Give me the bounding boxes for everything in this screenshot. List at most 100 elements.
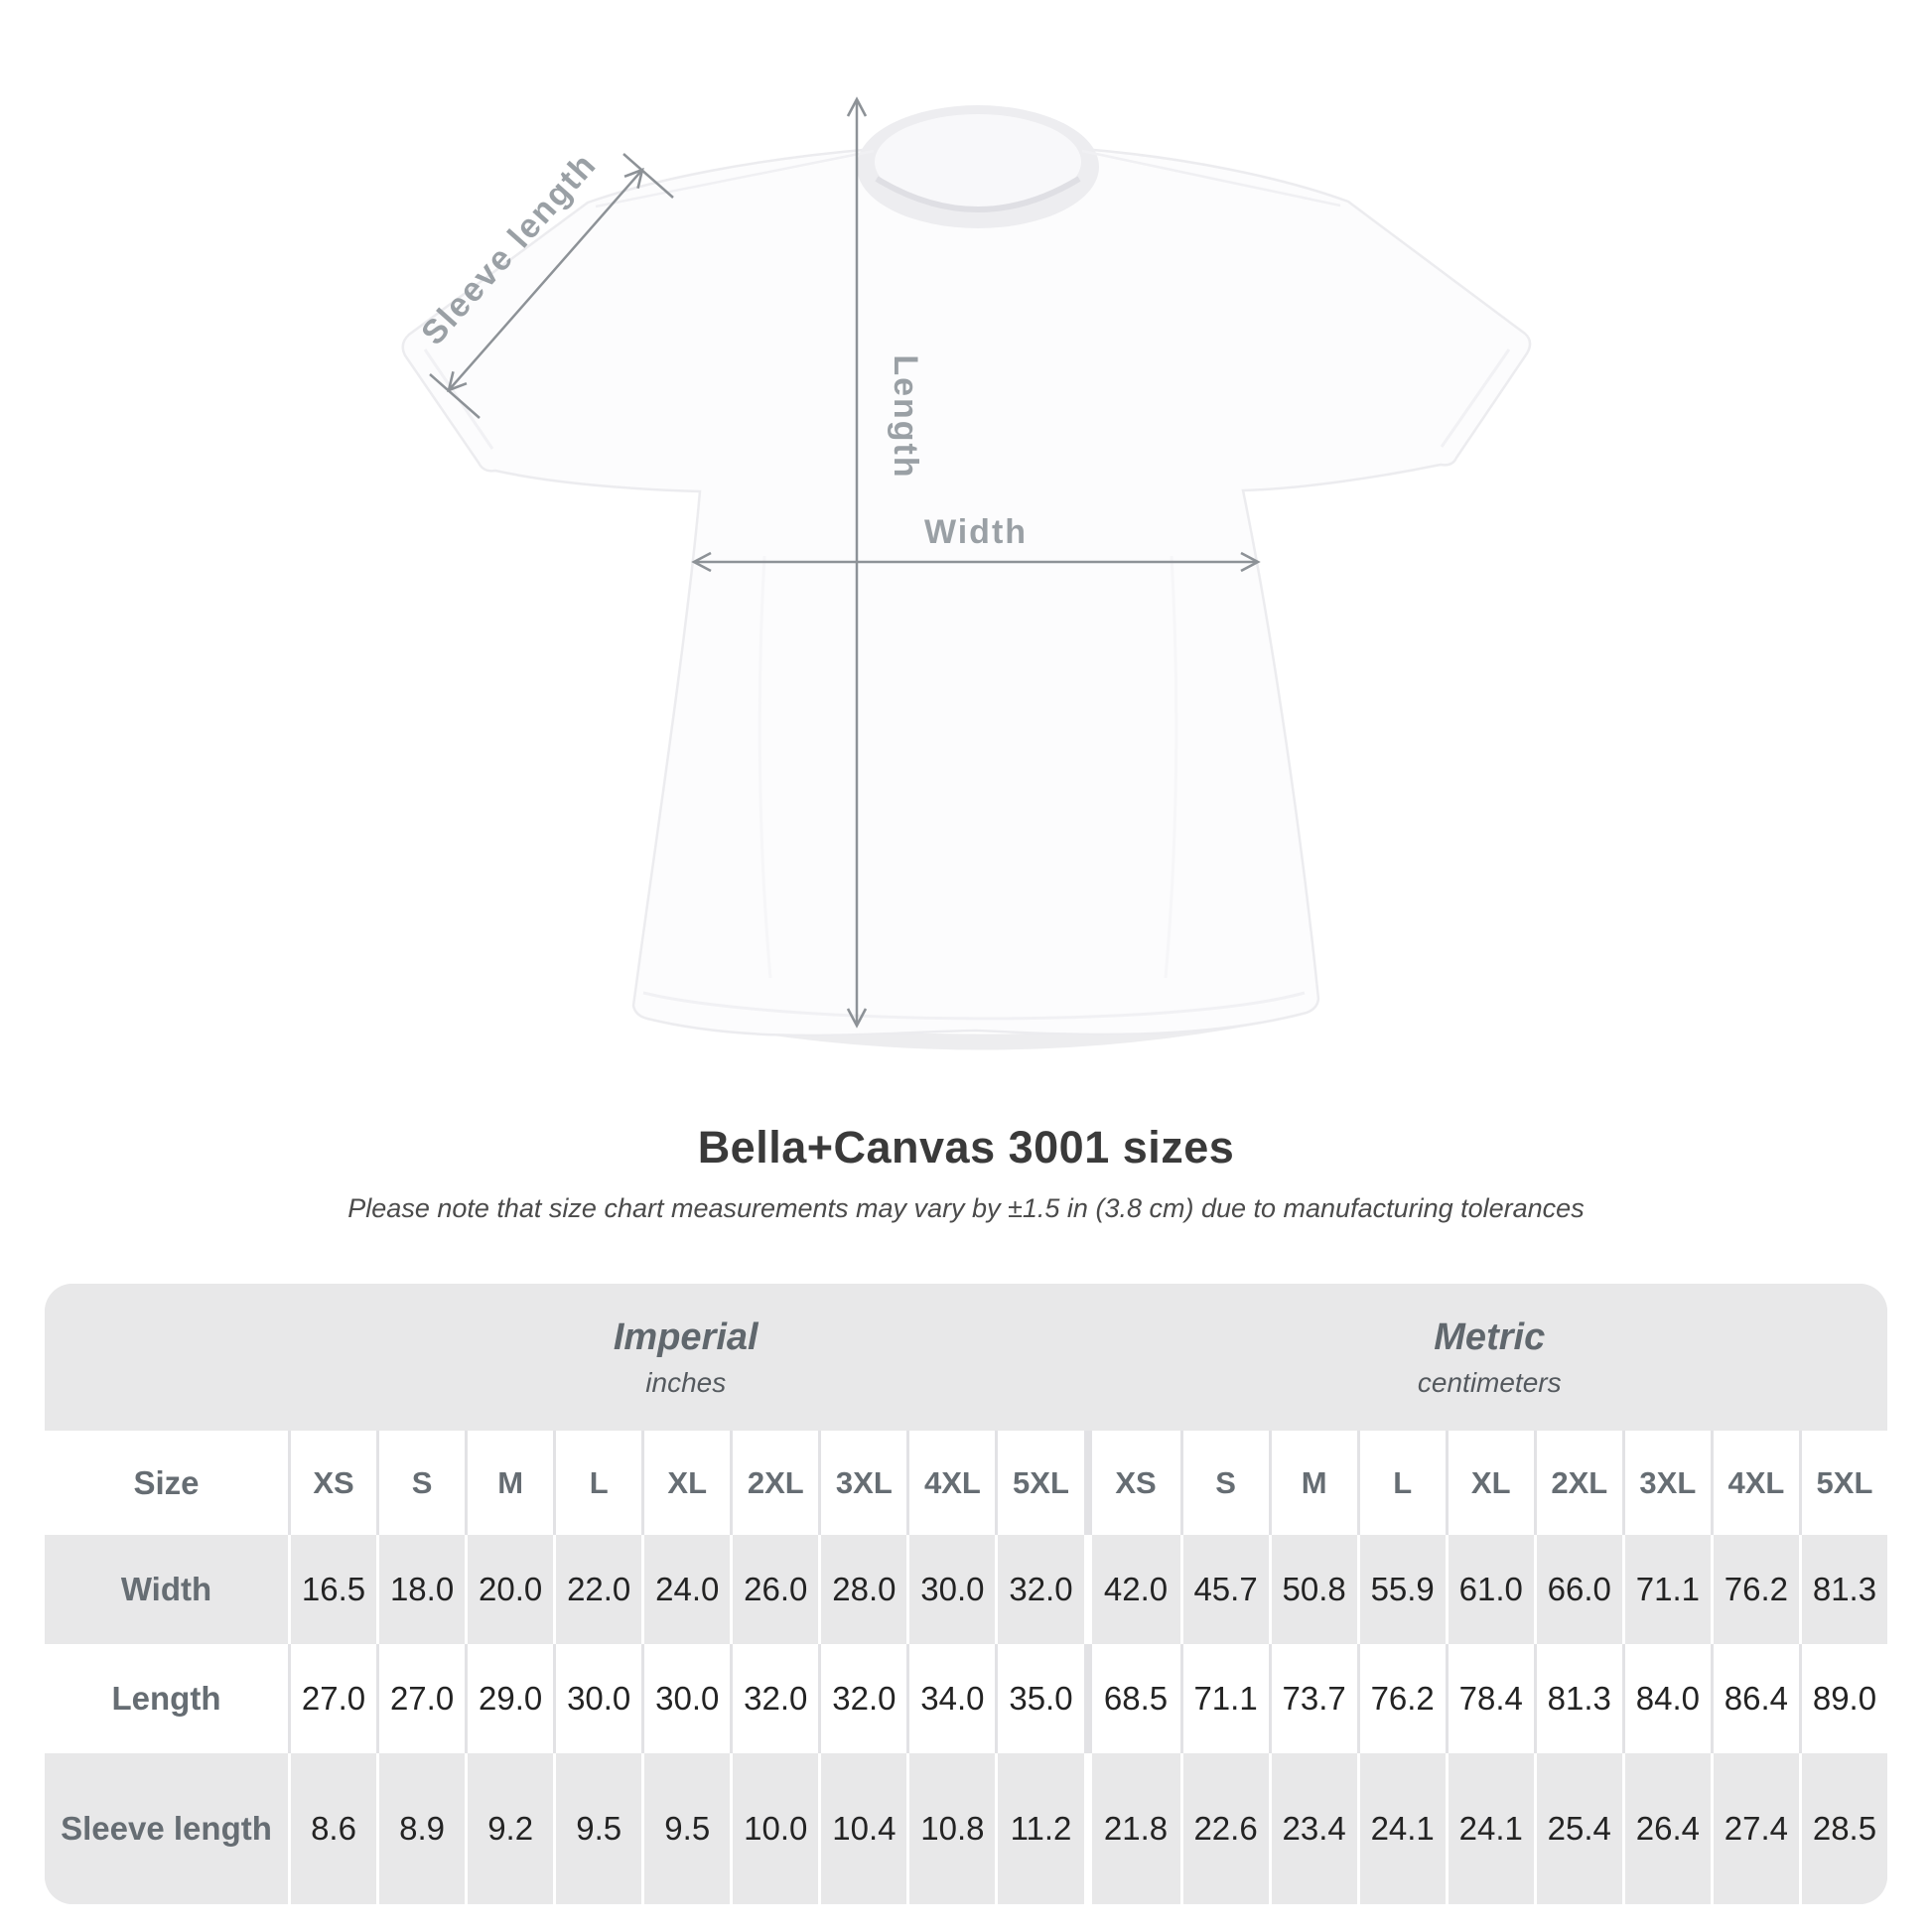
imperial-value: 10.0 <box>730 1753 818 1904</box>
imperial-group-name: Imperial <box>613 1315 759 1358</box>
imperial-value: 30.0 <box>906 1535 995 1644</box>
size-table: Imperial inches Metric centimeters Size X… <box>45 1284 1887 1904</box>
imperial-value: 20.0 <box>465 1535 553 1644</box>
metric-value: 84.0 <box>1621 1644 1711 1753</box>
imperial-value: 32.0 <box>995 1535 1083 1644</box>
imperial-group-header: Imperial inches <box>288 1284 1084 1431</box>
imperial-value: 9.5 <box>641 1753 730 1904</box>
imperial-value: 18.0 <box>376 1535 465 1644</box>
metric-value: 73.7 <box>1268 1644 1357 1753</box>
sleeve-length-tick-bottom <box>429 373 481 419</box>
row-label: Width <box>120 1571 212 1607</box>
metric-size-header-l: L <box>1356 1431 1446 1535</box>
tshirt-sleeve-seam-right <box>1440 348 1511 448</box>
metric-group-unit: centimeters <box>1417 1366 1562 1398</box>
imperial-value: 24.0 <box>641 1535 730 1644</box>
width-label: Width <box>924 513 1028 551</box>
imperial-group-unit: inches <box>645 1366 727 1398</box>
metric-value: 27.4 <box>1710 1753 1799 1904</box>
measurement-row-length: Length 27.0 27.0 29.0 30.0 30.0 32.0 32.0 34.0 35… <box>45 1644 1887 1753</box>
imperial-size-header-2xl: 2XL <box>730 1431 818 1535</box>
measurement-row-width: Width 16.5 18.0 20.0 22.0 24.0 26.0 28.0 30.0 32.… <box>45 1535 1887 1644</box>
metric-value: 81.3 <box>1798 1535 1887 1644</box>
tshirt-hem-seam <box>642 991 1306 1021</box>
metric-value: 61.0 <box>1445 1535 1534 1644</box>
metric-size-header-s: S <box>1179 1431 1269 1535</box>
unit-group-band: Imperial inches Metric centimeters <box>45 1284 1887 1431</box>
metric-value: 42.0 <box>1103 1571 1169 1607</box>
metric-value: 24.1 <box>1445 1753 1534 1904</box>
metric-value: 55.9 <box>1356 1535 1446 1644</box>
group-divider <box>1083 1431 1092 1535</box>
metric-value: 76.2 <box>1710 1535 1799 1644</box>
metric-value: 71.1 <box>1621 1535 1711 1644</box>
metric-value: 78.4 <box>1445 1644 1534 1753</box>
tshirt-wrinkle-right <box>1164 555 1178 979</box>
tshirt-wrinkle-left <box>758 555 772 979</box>
imperial-value: 30.0 <box>553 1644 641 1753</box>
metric-value: 71.1 <box>1179 1644 1269 1753</box>
imperial-value: 26.0 <box>730 1535 818 1644</box>
metric-value: 50.8 <box>1268 1535 1357 1644</box>
group-divider <box>1083 1535 1092 1644</box>
tshirt-shoulder-seam-right <box>1081 149 1341 207</box>
metric-value: 68.5 <box>1103 1680 1169 1717</box>
metric-value: 25.4 <box>1533 1753 1622 1904</box>
metric-size-header-3xl: 3XL <box>1621 1431 1711 1535</box>
imperial-size-header-xs: XS <box>288 1431 376 1535</box>
metric-value: 76.2 <box>1356 1644 1446 1753</box>
metric-group-header: Metric centimeters <box>1092 1284 1888 1431</box>
imperial-size-header-s: S <box>376 1431 465 1535</box>
size-header-row: Size XS S M L XL 2XL 3XL 4XL 5XL XS S M L XL 2XL 3XL 4XL 5… <box>45 1431 1887 1535</box>
imperial-value: 9.2 <box>465 1753 553 1904</box>
imperial-value: 16.5 <box>288 1535 376 1644</box>
imperial-size-header-5xl: 5XL <box>995 1431 1083 1535</box>
tshirt-back-hem <box>655 1015 1296 1050</box>
imperial-value: 29.0 <box>465 1644 553 1753</box>
imperial-value: 35.0 <box>995 1644 1083 1753</box>
tshirt-measurement-diagram: Length Width Sleeve length <box>401 96 1532 1050</box>
imperial-size-header-xl: XL <box>641 1431 730 1535</box>
measurement-row-sleeve-length: Sleeve length 8.6 8.9 9.2 9.5 9.5 10.0 10.4 10.8… <box>45 1753 1887 1904</box>
metric-value: 26.4 <box>1621 1753 1711 1904</box>
imperial-value: 8.6 <box>288 1753 376 1904</box>
imperial-value: 28.0 <box>818 1535 906 1644</box>
tshirt-collar-opening <box>875 114 1081 209</box>
imperial-size-header-m: M <box>465 1431 553 1535</box>
imperial-value: 10.4 <box>818 1753 906 1904</box>
metric-size-header-xs: XS <box>1115 1464 1157 1500</box>
imperial-size-header-l: L <box>553 1431 641 1535</box>
imperial-value: 32.0 <box>818 1644 906 1753</box>
imperial-value: 10.8 <box>906 1753 995 1904</box>
tshirt-collar-shadow <box>875 176 1081 212</box>
metric-value: 23.4 <box>1268 1753 1357 1904</box>
imperial-value: 11.2 <box>995 1753 1083 1904</box>
imperial-value: 22.0 <box>553 1535 641 1644</box>
imperial-value: 9.5 <box>553 1753 641 1904</box>
imperial-value: 27.0 <box>288 1644 376 1753</box>
sleeve-length-arrow <box>447 167 644 393</box>
metric-size-header-4xl: 4XL <box>1710 1431 1799 1535</box>
metric-value: 86.4 <box>1710 1644 1799 1753</box>
metric-value: 81.3 <box>1533 1644 1622 1753</box>
metric-value: 24.1 <box>1356 1753 1446 1904</box>
metric-group-name: Metric <box>1434 1315 1546 1358</box>
length-label: Length <box>887 354 924 479</box>
imperial-size-header-3xl: 3XL <box>818 1431 906 1535</box>
metric-value: 21.8 <box>1103 1810 1169 1847</box>
tolerance-note: Please note that size chart measurements… <box>347 1193 1585 1223</box>
sleeve-length-tick-top <box>622 153 674 199</box>
corner-size-label: Size <box>133 1463 200 1501</box>
metric-size-header-5xl: 5XL <box>1798 1431 1887 1535</box>
metric-size-header-m: M <box>1268 1431 1357 1535</box>
metric-value: 22.6 <box>1179 1753 1269 1904</box>
row-label: Sleeve length <box>61 1810 272 1847</box>
imperial-size-header-4xl: 4XL <box>906 1431 995 1535</box>
imperial-value: 32.0 <box>730 1644 818 1753</box>
metric-value: 66.0 <box>1533 1535 1622 1644</box>
imperial-value: 8.9 <box>376 1753 465 1904</box>
width-dimension: Width <box>691 513 1261 573</box>
metric-value: 89.0 <box>1798 1644 1887 1753</box>
tshirt-body <box>401 127 1532 1037</box>
